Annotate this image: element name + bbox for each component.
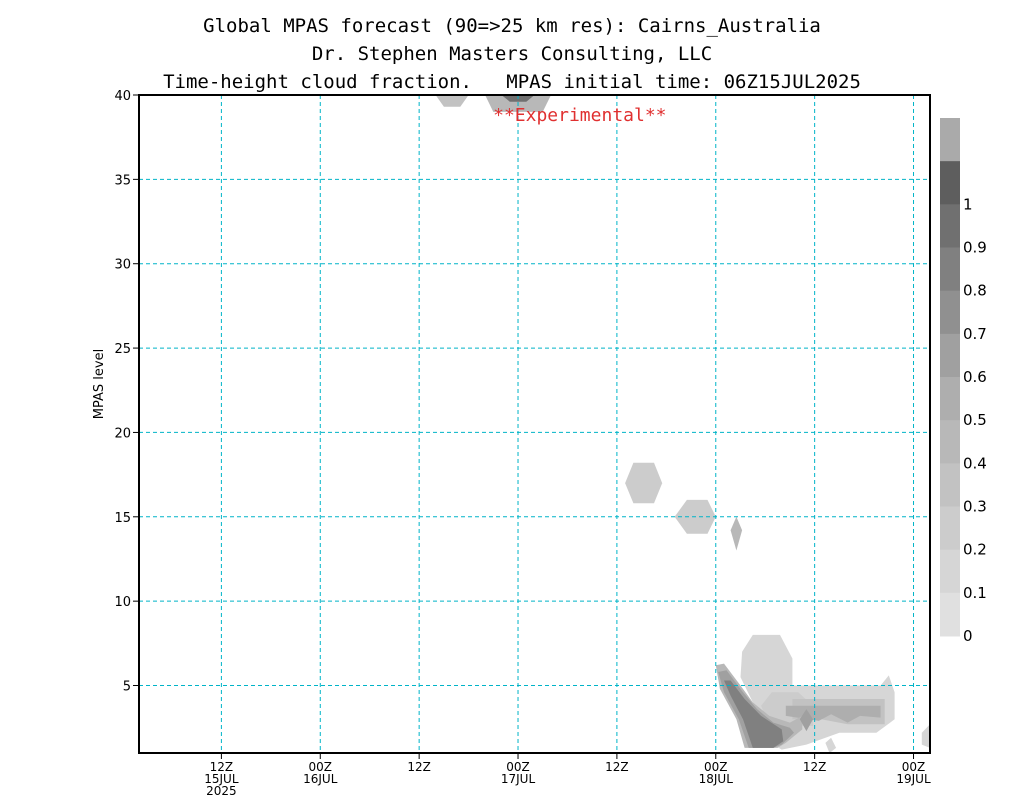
x-tick-label-5-0: 00Z [704,760,728,774]
x-tick-label-5-1: 18JUL [699,772,734,786]
y-tick-label-2: 15 [114,511,131,526]
colorbar-label-9: 0.9 [963,239,987,257]
x-tick-label-0-0: 12Z [210,760,234,774]
x-tick-label-7-1: 19JUL [896,772,931,786]
y-tick-label-5: 30 [114,258,131,273]
x-tick-label-0-1: 15JUL [204,772,239,786]
colorbar-label-10: 1 [963,195,973,213]
colorbar-label-6: 0.6 [963,368,987,386]
colorbar-label-1: 0.1 [963,584,987,602]
cloud-region-12 [724,680,784,748]
x-tick-label-3-1: 17JUL [501,772,536,786]
x-tick-label-1-0: 00Z [309,760,333,774]
cloud-region-15 [921,724,930,748]
colorbar-swatch-2 [940,204,960,248]
y-tick-label-4: 25 [114,342,131,357]
y-tick-label-7: 40 [114,89,131,104]
cloud-region-5 [730,516,743,551]
colorbar-label-7: 0.7 [963,325,987,343]
cloud-region-0 [435,95,469,107]
y-axis-ticks: 5 10 15 20 25 30 35 40 [114,89,139,695]
colorbar-swatch-7 [940,420,960,464]
colorbar-swatch-8 [940,463,960,507]
colorbar-swatch-10 [940,549,960,594]
colorbar: 0 0.1 0.2 0.3 0.4 0.5 0.6 0.7 0.8 0.9 1 [940,118,987,645]
x-tick-label-6-0: 12Z [803,760,827,774]
experimental-watermark: **Experimental** [493,105,666,126]
cloud-region-3 [625,462,663,504]
title-line-3: Time-height cloud fraction. MPAS initial… [163,71,861,93]
y-tick-label-1: 10 [114,595,131,610]
colorbar-label-4: 0.4 [963,454,987,472]
colorbar-swatch-1 [940,161,960,205]
y-axis-label: MPAS level [92,349,107,419]
cloud-region-14 [825,737,837,753]
colorbar-swatch-4 [940,290,960,335]
x-tick-label-7-0: 00Z [902,760,926,774]
colorbar-label-2: 0.2 [963,541,987,559]
x-tick-label-3-0: 00Z [506,760,530,774]
chart-title: Global MPAS forecast (90=>25 km res): Ca… [0,12,1024,96]
colorbar-swatch-5 [940,333,960,378]
title-line-2: Dr. Stephen Masters Consulting, LLC [311,43,713,65]
cloud-region-13 [799,709,813,732]
y-tick-label-0: 5 [123,680,131,695]
colorbar-swatch-3 [940,247,960,292]
colorbar-swatch-6 [940,377,960,421]
x-tick-label-0-2: 2025 [206,784,237,798]
y-tick-label-3: 20 [114,426,131,441]
colorbar-label-0: 0 [963,627,973,645]
plot-frame [138,94,931,754]
colorbar-swatch-11 [940,592,960,637]
colorbar-label-5: 0.5 [963,411,987,429]
x-tick-label-4-0: 12Z [605,760,629,774]
colorbar-swatch-0 [940,118,960,162]
title-line-1: Global MPAS forecast (90=>25 km res): Ca… [203,15,821,37]
colorbar-swatch-9 [940,506,960,551]
colorbar-label-3: 0.3 [963,498,987,516]
x-tick-label-2-0: 12Z [407,760,431,774]
cloud-fraction-fills [435,95,930,753]
y-tick-label-6: 35 [114,173,131,188]
colorbar-label-8: 0.8 [963,282,987,300]
x-tick-label-1-1: 16JUL [303,772,338,786]
grid-lines [139,95,930,753]
